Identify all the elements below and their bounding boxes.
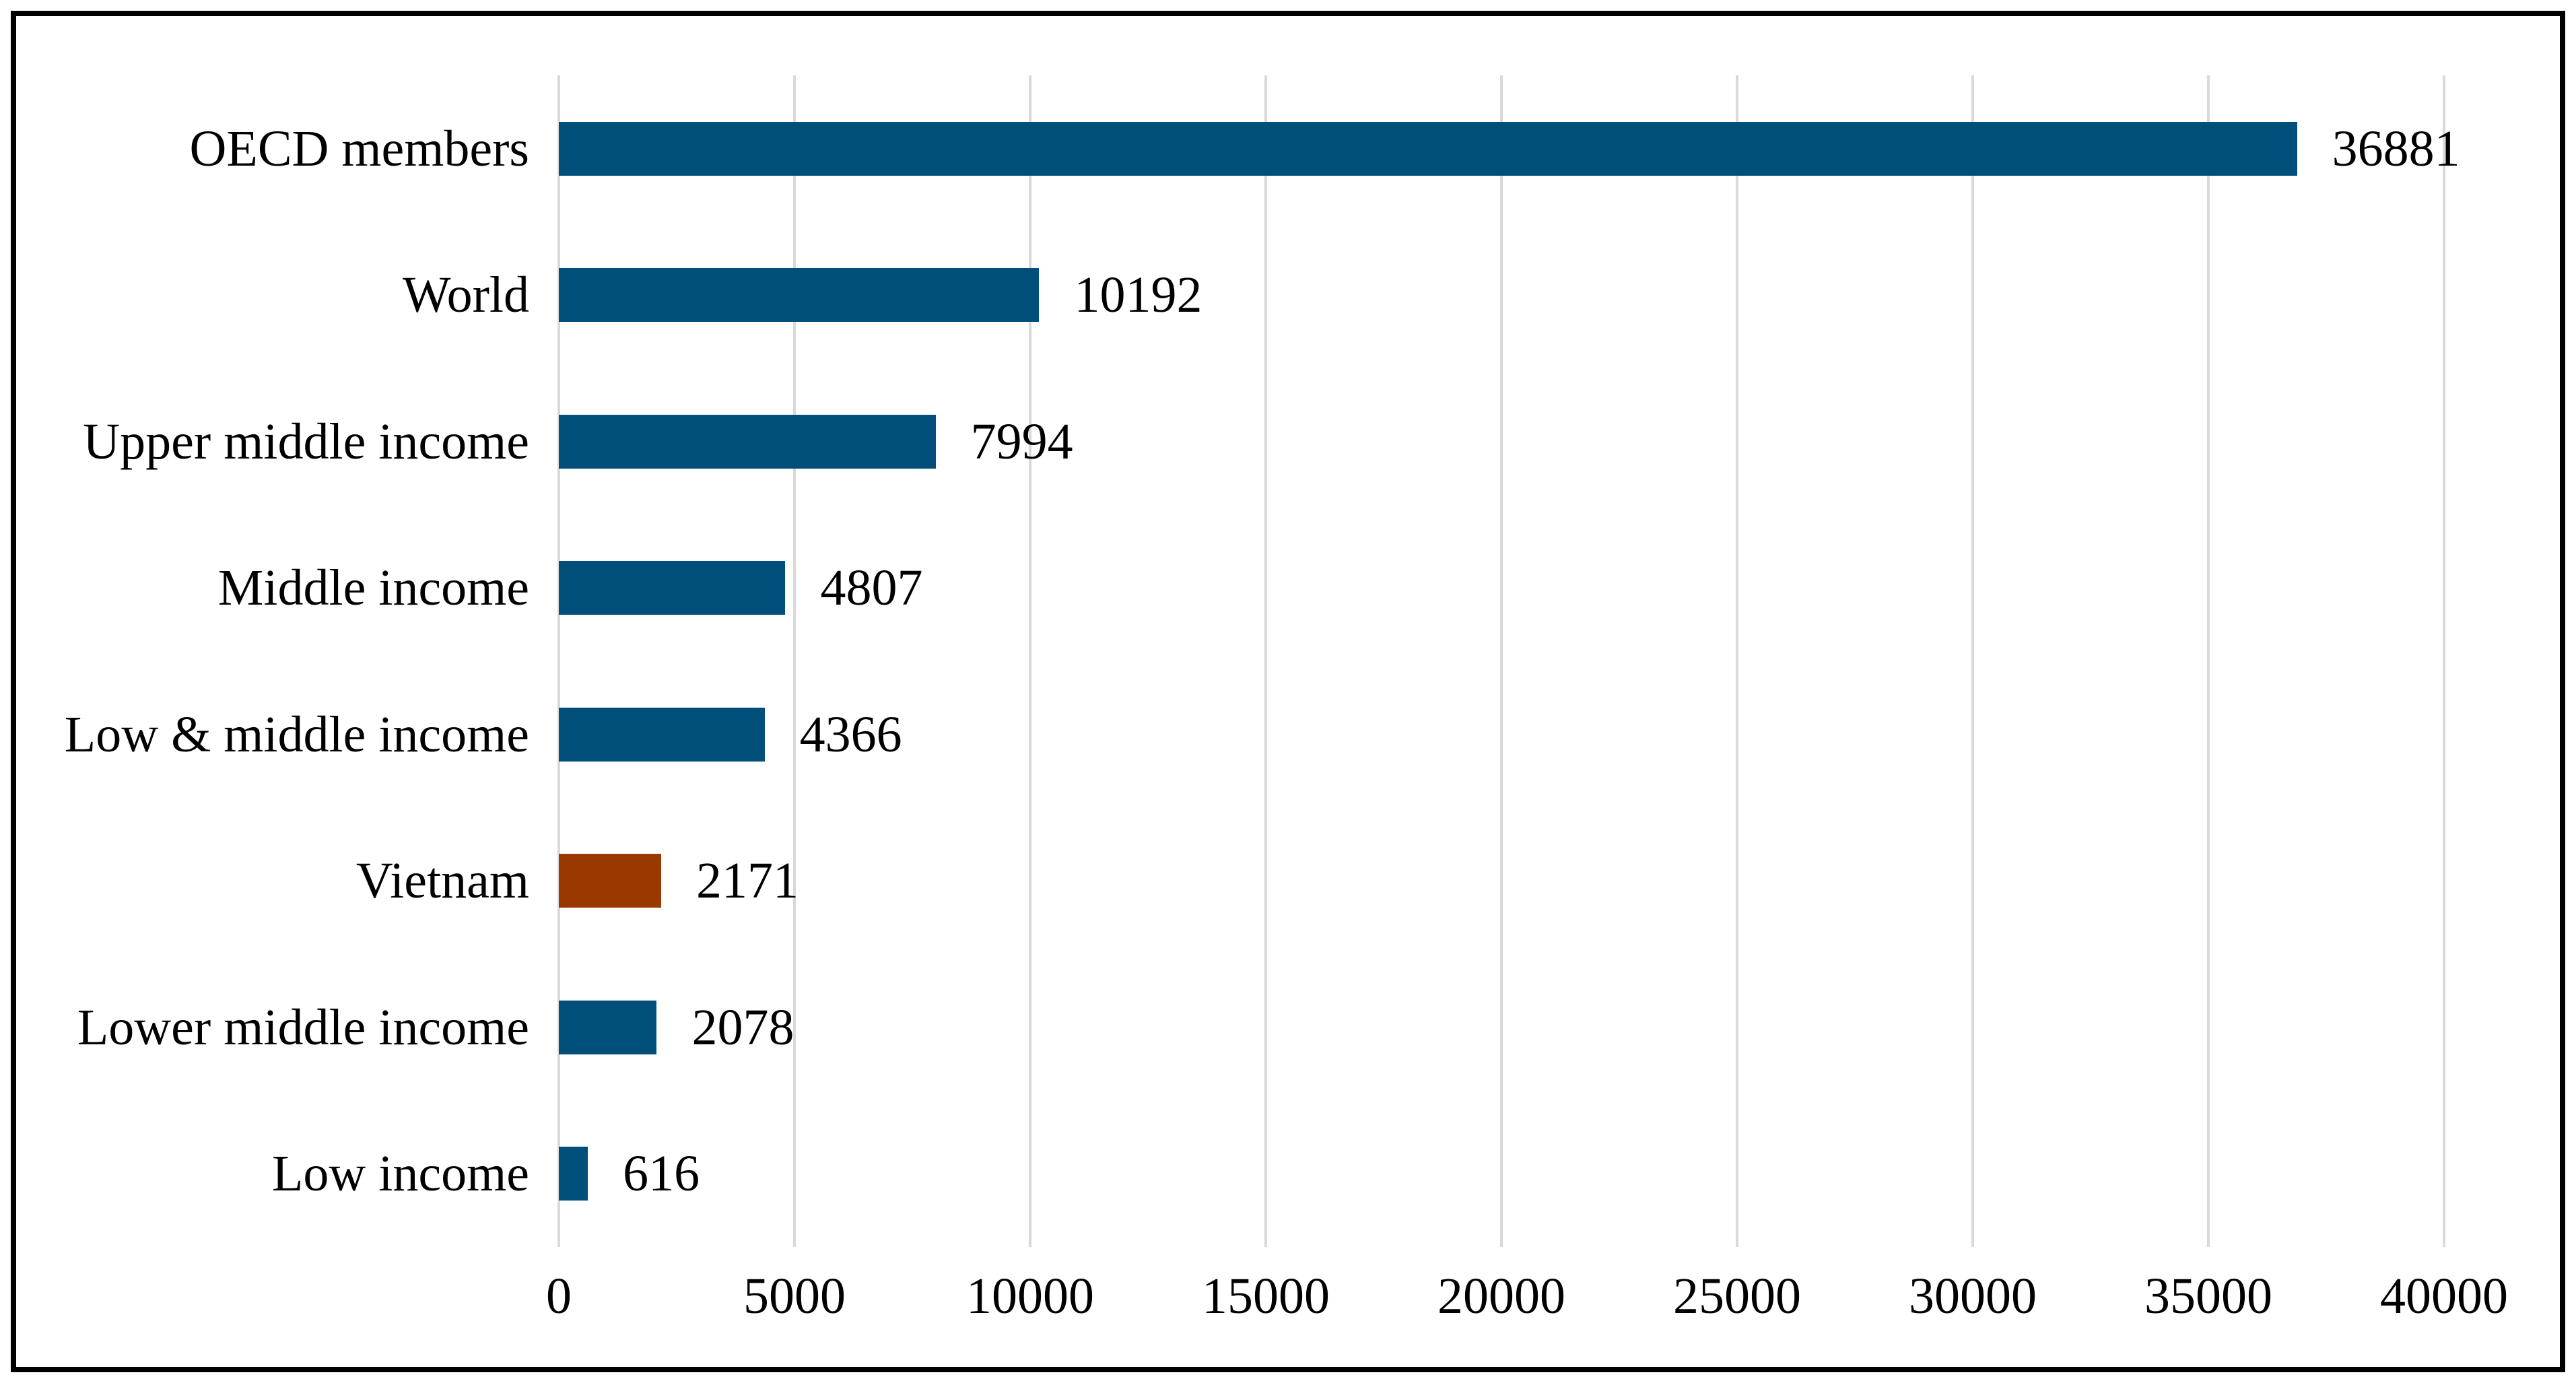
category-label: Low & middle income	[64, 706, 529, 763]
bar-value-label: 4807	[820, 560, 923, 617]
bar	[559, 561, 786, 615]
x-tick-label: 0	[546, 1268, 572, 1324]
bar-row: 616	[559, 1101, 2444, 1248]
bar-rows: 36881 10192 7994 4807 4366 2171 2078 616	[559, 75, 2460, 1248]
category-label: World	[402, 267, 529, 324]
bar-row: 7994	[559, 368, 2444, 515]
x-tick-label: 30000	[1909, 1268, 2037, 1324]
category-label: OECD members	[189, 120, 529, 177]
bar-row: 4366	[559, 661, 2444, 808]
bar-value-label: 4366	[799, 706, 902, 763]
gridline	[557, 75, 560, 1247]
x-tick-label: 10000	[966, 1268, 1094, 1324]
gridline	[2443, 75, 2445, 1247]
bar-row: 2078	[559, 954, 2444, 1101]
bar	[559, 854, 661, 908]
bar-value-label: 7994	[970, 413, 1073, 470]
bar	[559, 707, 765, 762]
gridline	[1971, 75, 1974, 1247]
category-label: Upper middle income	[83, 413, 529, 470]
x-tick-label: 40000	[2380, 1268, 2508, 1324]
bar-row: 10192	[559, 222, 2444, 369]
x-tick-label: 35000	[2144, 1268, 2272, 1324]
bar	[559, 414, 936, 469]
category-label: Middle income	[217, 560, 529, 617]
gridline	[1500, 75, 1503, 1247]
bar-value-label: 616	[623, 1145, 700, 1203]
category-label: Vietnam	[355, 852, 529, 910]
category-label: Lower middle income	[77, 999, 529, 1056]
bar-value-label: 2078	[691, 999, 794, 1056]
bar	[559, 1147, 588, 1201]
bar	[559, 1000, 657, 1054]
gridline	[793, 75, 796, 1247]
gridline	[1736, 75, 1738, 1247]
bar	[559, 121, 2297, 176]
bar-row: 2171	[559, 808, 2444, 955]
gridlines	[557, 75, 2445, 1247]
bar-value-label: 10192	[1074, 267, 1202, 324]
x-tick-label: 20000	[1437, 1268, 1565, 1324]
x-axis-tick-labels: 0 5000 10000 15000 20000 25000 30000 35000 40000	[546, 1259, 2508, 1333]
category-axis-labels: OECD members World Upper middle income Midd…	[16, 75, 529, 1247]
chart-frame: OECD members World Upper middle income Midd…	[11, 11, 2565, 1372]
x-tick-label: 15000	[1202, 1268, 1330, 1324]
gridline	[1264, 75, 1267, 1247]
gridline	[1029, 75, 1031, 1247]
bar-value-label: 36881	[2332, 120, 2460, 177]
bar-row: 36881	[559, 75, 2460, 222]
bar-row: 4807	[559, 515, 2444, 662]
bar-value-label: 2171	[696, 852, 799, 910]
x-tick-label: 5000	[743, 1268, 846, 1324]
bar	[559, 268, 1040, 323]
category-label: Low income	[271, 1145, 529, 1203]
x-tick-label: 25000	[1673, 1268, 1801, 1324]
gridline	[2207, 75, 2210, 1247]
